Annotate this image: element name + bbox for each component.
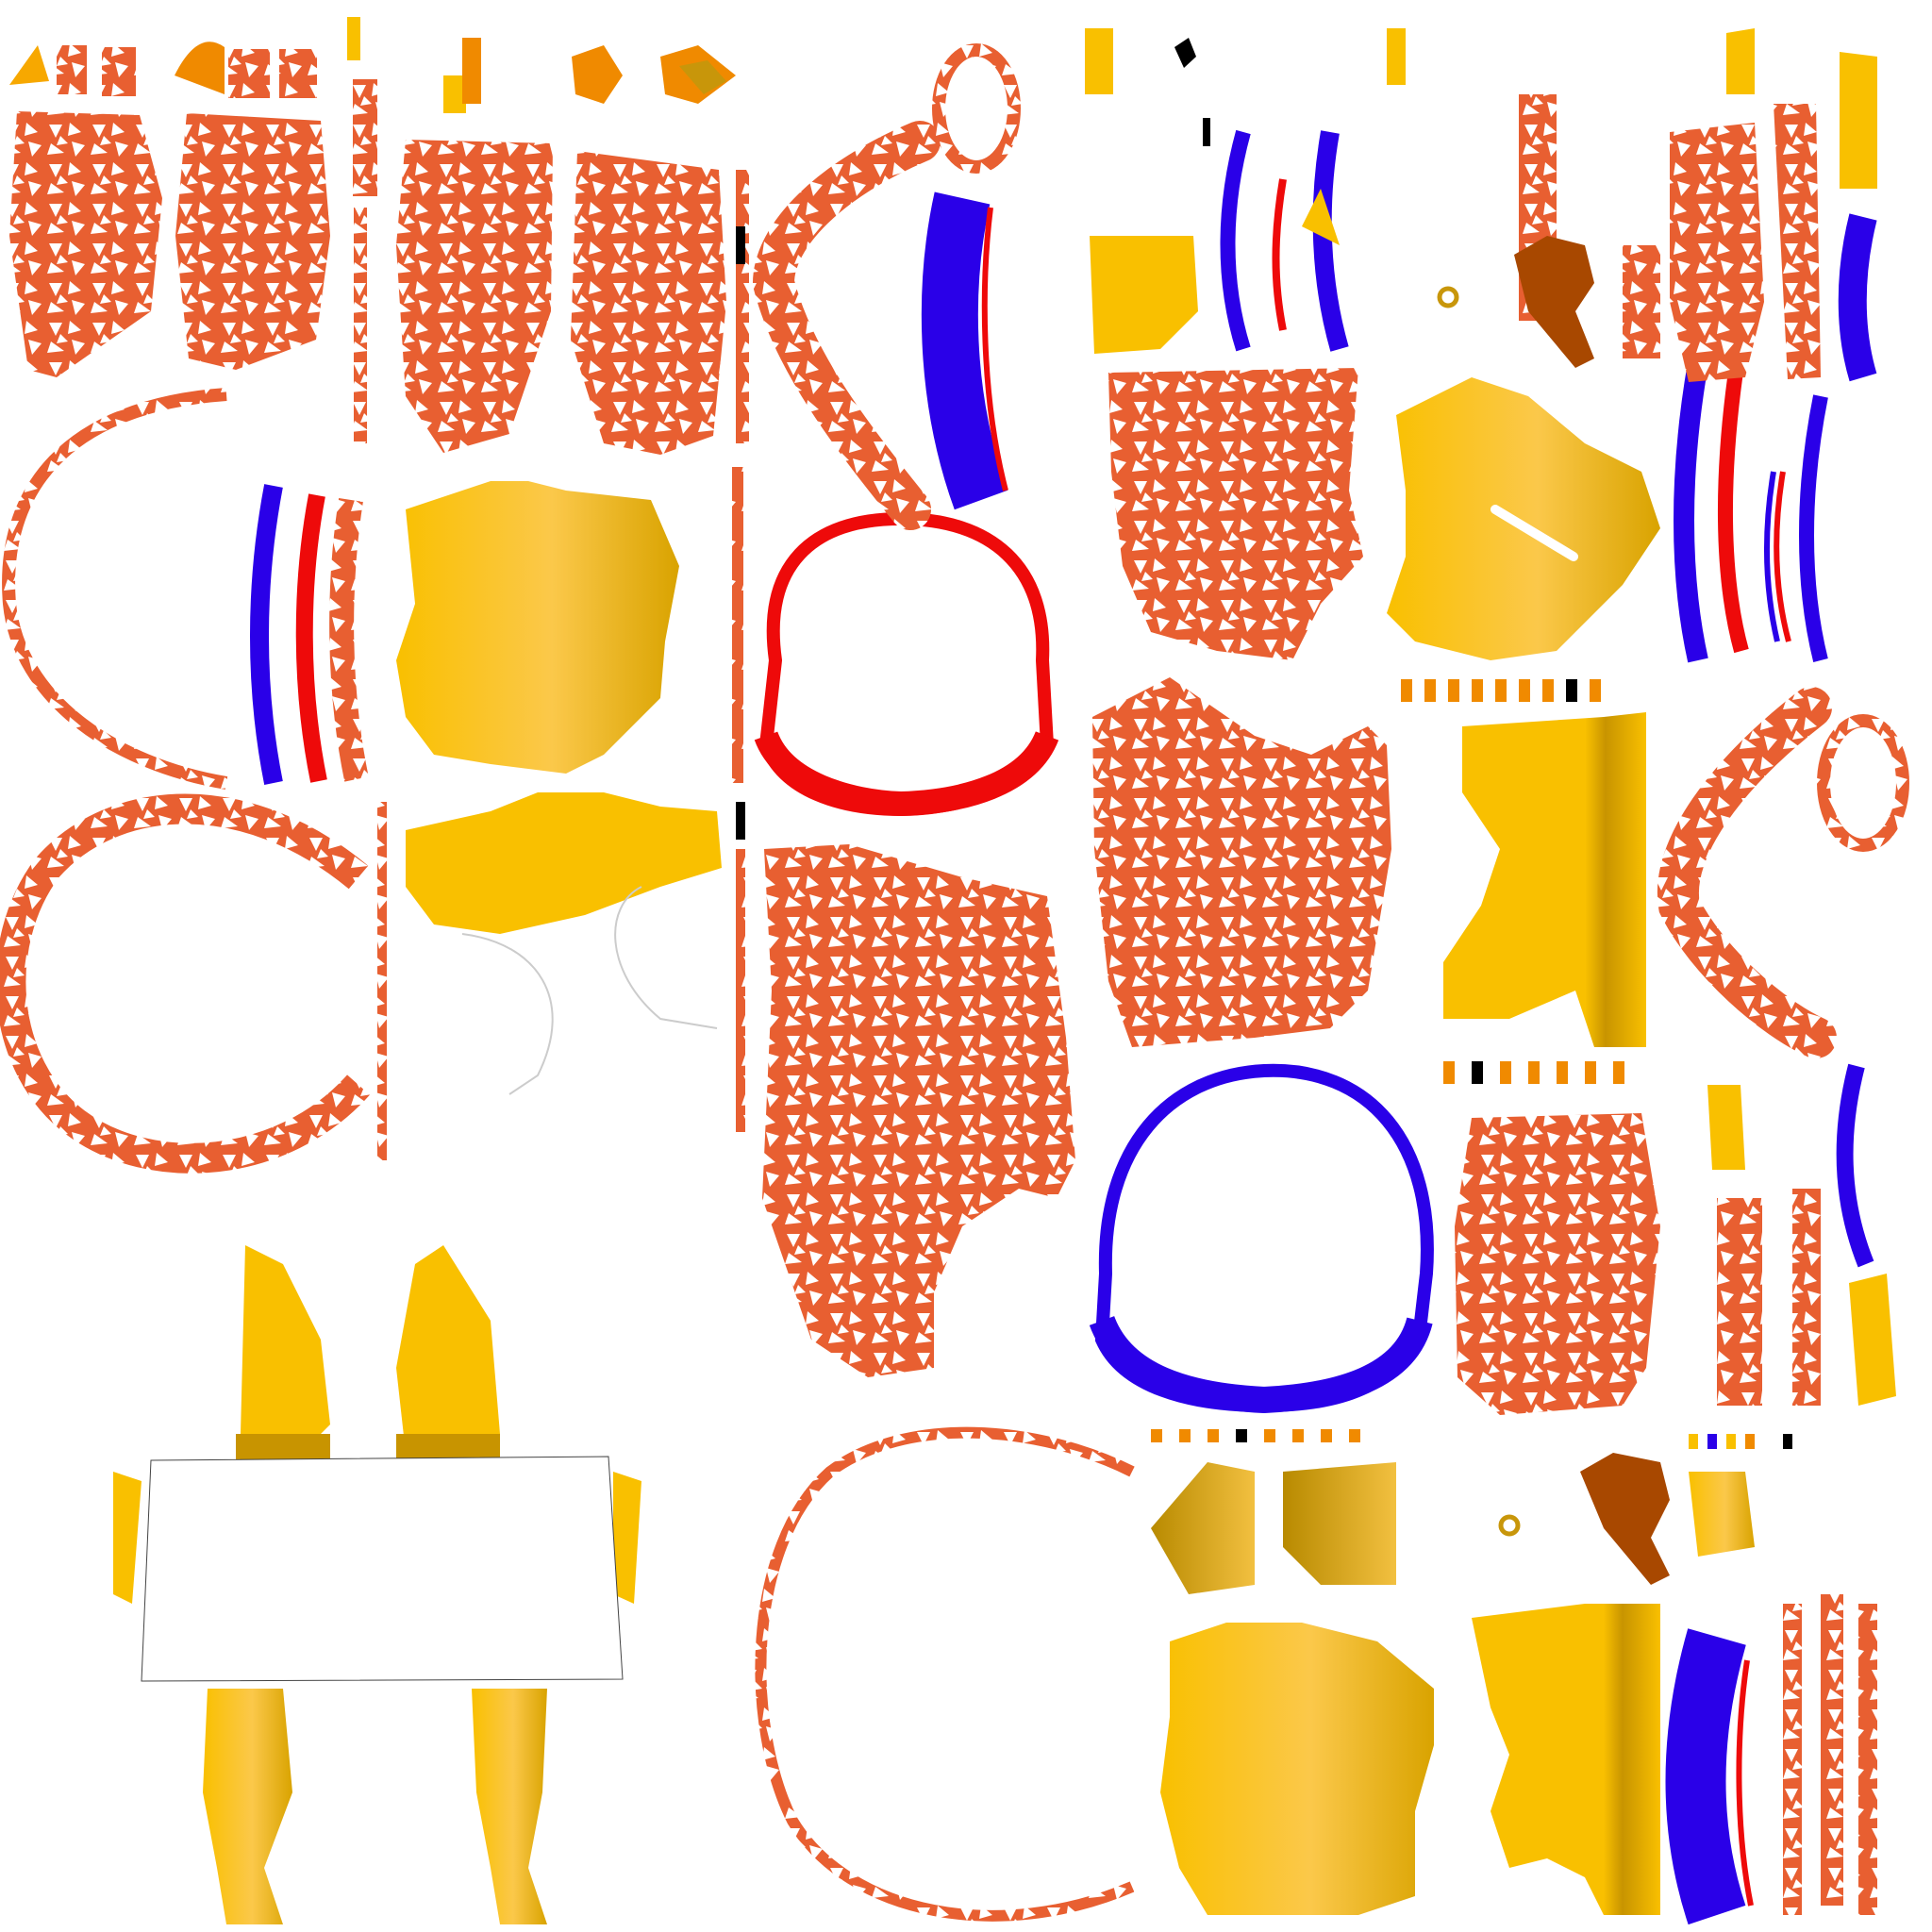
pattern-panel-top-left-2 [175,113,330,370]
pattern-panel-top-left-1 [9,111,162,377]
yellow-piece-center-top [1090,236,1198,354]
tricolor-stripe-right [1684,358,1821,660]
yellow-torso-bottom-center [1160,1623,1434,1915]
blue-band-top-center [950,198,1006,500]
yellow-torso-left [396,481,679,774]
white-blank-panel [142,1457,623,1681]
blue-band-bottom-right [1696,1594,1878,1915]
pattern-boomerang-top-center [774,142,920,509]
yellow-torso-bottom-right [1472,1604,1660,1915]
pattern-boomerang-right [1678,708,1816,1038]
brown-piece-bottom [1580,1453,1670,1585]
pattern-panel-top-left-4 [571,151,726,455]
yellow-sleeve-left [406,792,722,934]
pattern-arc-left-upper [8,394,226,783]
pattern-panel-right-mid [1455,1113,1660,1415]
pattern-oval-right [1824,721,1903,845]
pattern-arc-left-lower [10,809,358,1158]
tricolor-stripe-top-mid [1228,132,1341,349]
pattern-oval-top [939,50,1014,167]
pattern-panel-center-left [762,844,1075,1377]
brown-piece-top [1514,236,1594,368]
red-ring [766,519,1047,809]
yellow-torso-right-top [1387,377,1660,660]
blue-band-right-upper [1845,217,1866,1264]
pattern-panel-center-top [1108,368,1363,660]
blue-ring [1102,1071,1427,1406]
yellow-torso-right-mid [1443,712,1646,1047]
tricolor-stripe-left [259,486,357,783]
pattern-arc-bottom-center [760,1433,1132,1916]
pattern-panel-top-left-3 [396,140,553,453]
pattern-panel-center-mid [1092,677,1391,1047]
